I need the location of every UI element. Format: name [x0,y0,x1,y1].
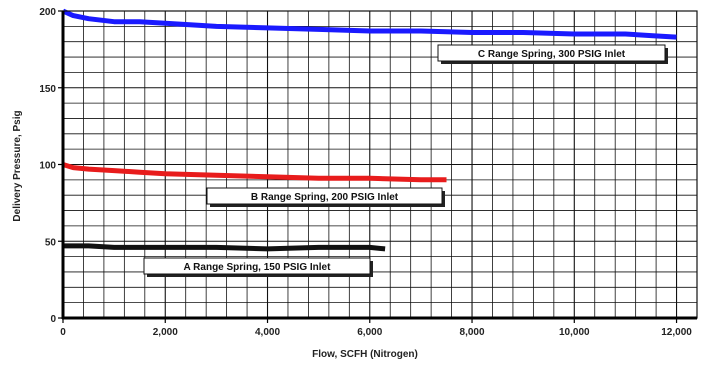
x-tick-label: 2,000 [153,327,178,338]
annotation-box [143,257,371,275]
x-axis-label: Flow, SCFH (Nitrogen) [312,349,418,360]
x-tick-label: 0 [60,327,66,338]
annotation-2: A Range Spring, 150 PSIG Inlet [143,257,373,277]
x-tick-label: 6,000 [357,327,382,338]
y-tick-label: 150 [39,84,56,95]
y-tick-label: 100 [39,161,56,172]
tick-layer: 0 2,000 4,000 6,000 8,000 10,000 12,000 0 50 100 1… [39,7,692,338]
annotation-box [206,187,443,205]
annotation-box [437,44,666,62]
y-tick-label: 200 [39,7,56,18]
series-line-2 [63,243,386,252]
series-line-0 [61,8,677,40]
annotation-0: C Range Spring, 300 PSIG Inlet [437,44,668,64]
annotation-1: B Range Spring, 200 PSIG Inlet [206,187,445,207]
annotation-label: B Range Spring, 200 PSIG Inlet [251,192,399,203]
x-tick-label: 10,000 [559,327,590,338]
y-tick-label: 50 [45,237,57,248]
series-layer [61,8,677,252]
series-line-1 [62,162,447,183]
x-tick-label: 4,000 [255,327,280,338]
annotation-label: A Range Spring, 150 PSIG Inlet [184,262,332,273]
annotation-layer: C Range Spring, 300 PSIG Inlet B Range Sp… [143,44,668,277]
y-axis-label: Delivery Pressure, Psig [12,110,23,221]
y-tick-label: 0 [50,314,56,325]
x-tick-label: 8,000 [460,327,485,338]
x-tick-label: 12,000 [661,327,692,338]
annotation-label: C Range Spring, 300 PSIG Inlet [478,49,626,60]
